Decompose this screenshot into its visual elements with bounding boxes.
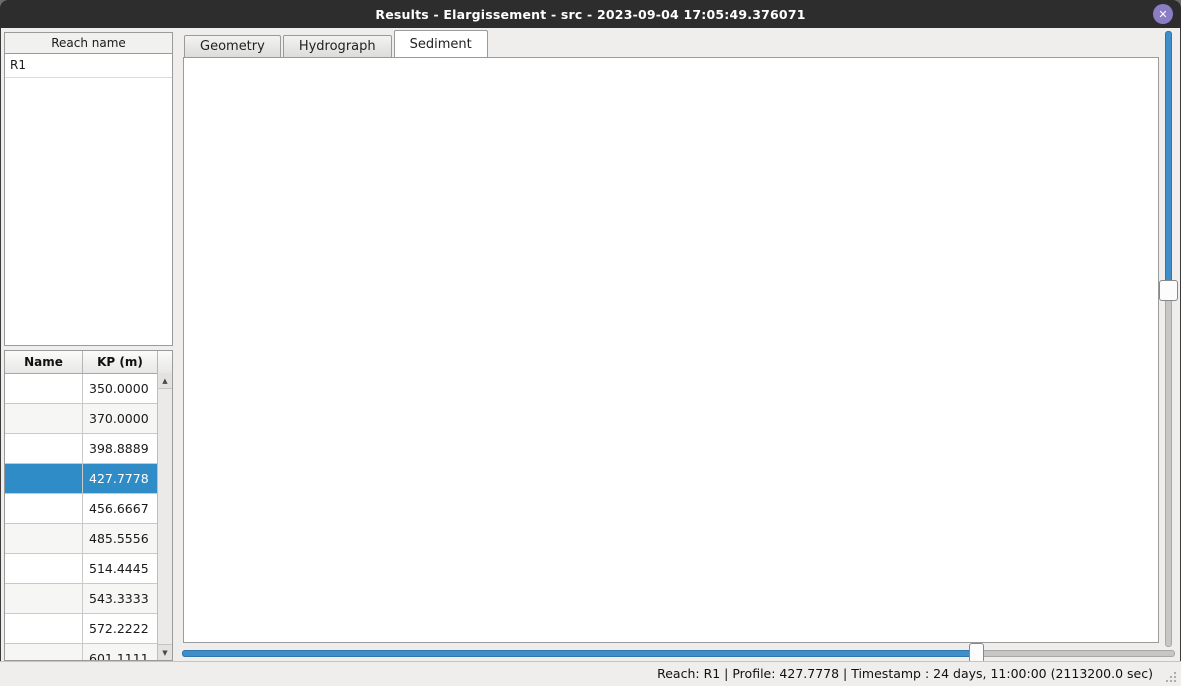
scroll-down-icon[interactable]: ▼ bbox=[158, 644, 172, 660]
window-title: Results - Elargissement - src - 2023-09-… bbox=[375, 6, 806, 22]
table-row[interactable]: 543.3333 bbox=[5, 584, 172, 614]
kp-cell[interactable]: 543.3333 bbox=[83, 584, 158, 613]
table-row[interactable]: 427.7778 bbox=[5, 464, 172, 494]
profile-table: Name KP (m) 350.0000 370.0000 398.8889 427.… bbox=[4, 350, 173, 661]
table-row[interactable]: 601.1111 bbox=[5, 644, 172, 660]
vertical-slider-handle[interactable] bbox=[1159, 280, 1178, 301]
name-cell[interactable] bbox=[5, 434, 83, 463]
tab-bar: Geometry Hydrograph Sediment bbox=[184, 30, 490, 57]
scroll-up-icon[interactable]: ▲ bbox=[158, 373, 172, 389]
reach-name-header: Reach name bbox=[4, 32, 173, 54]
kp-cell[interactable]: 485.5556 bbox=[83, 524, 158, 553]
tab-hydrograph[interactable]: Hydrograph bbox=[282, 35, 392, 57]
kp-cell[interactable]: 427.7778 bbox=[83, 464, 158, 493]
kp-cell[interactable]: 514.4445 bbox=[83, 554, 158, 583]
time-slider[interactable] bbox=[182, 643, 1175, 663]
profile-table-body: 350.0000 370.0000 398.8889 427.7778 456.6667… bbox=[5, 374, 172, 660]
sediment-tab-content bbox=[183, 57, 1159, 643]
table-row[interactable]: 370.0000 bbox=[5, 404, 172, 434]
column-header-name: Name bbox=[5, 351, 83, 373]
vertical-slider[interactable] bbox=[1159, 31, 1181, 647]
profile-table-header: Name KP (m) bbox=[5, 351, 172, 374]
table-row[interactable]: 514.4445 bbox=[5, 554, 172, 584]
status-text: Reach: R1 | Profile: 427.7778 | Timestam… bbox=[657, 666, 1153, 681]
title-bar[interactable]: Results - Elargissement - src - 2023-09-… bbox=[0, 0, 1181, 28]
reach-list: R1 bbox=[4, 53, 173, 346]
table-row[interactable]: 485.5556 bbox=[5, 524, 172, 554]
table-row[interactable]: 398.8889 bbox=[5, 434, 172, 464]
time-slider-handle[interactable] bbox=[969, 643, 984, 663]
kp-cell[interactable]: 398.8889 bbox=[83, 434, 158, 463]
name-cell[interactable] bbox=[5, 374, 83, 403]
name-cell[interactable] bbox=[5, 494, 83, 523]
name-cell[interactable] bbox=[5, 404, 83, 433]
table-scrollbar[interactable]: ▲ ▼ bbox=[157, 373, 172, 660]
kp-cell[interactable]: 370.0000 bbox=[83, 404, 158, 433]
kp-cell[interactable]: 456.6667 bbox=[83, 494, 158, 523]
name-cell[interactable] bbox=[5, 524, 83, 553]
vertical-slider-fill bbox=[1165, 31, 1172, 291]
name-cell[interactable] bbox=[5, 644, 83, 660]
resize-grip-icon[interactable] bbox=[1164, 670, 1178, 684]
kp-cell[interactable]: 350.0000 bbox=[83, 374, 158, 403]
table-row[interactable]: 350.0000 bbox=[5, 374, 172, 404]
close-icon: ✕ bbox=[1158, 7, 1168, 21]
tab-geometry[interactable]: Geometry bbox=[184, 35, 281, 57]
name-cell[interactable] bbox=[5, 584, 83, 613]
table-row[interactable]: 456.6667 bbox=[5, 494, 172, 524]
column-header-kp: KP (m) bbox=[83, 351, 158, 373]
kp-cell[interactable]: 572.2222 bbox=[83, 614, 158, 643]
tab-sediment[interactable]: Sediment bbox=[393, 30, 488, 57]
kp-cell[interactable]: 601.1111 bbox=[83, 644, 158, 660]
status-bar: Reach: R1 | Profile: 427.7778 | Timestam… bbox=[0, 661, 1181, 686]
time-slider-fill bbox=[182, 650, 977, 657]
name-cell[interactable] bbox=[5, 614, 83, 643]
reach-item[interactable]: R1 bbox=[5, 54, 172, 78]
table-row[interactable]: 572.2222 bbox=[5, 614, 172, 644]
name-cell[interactable] bbox=[5, 554, 83, 583]
name-cell[interactable] bbox=[5, 464, 83, 493]
close-button[interactable]: ✕ bbox=[1153, 4, 1173, 24]
